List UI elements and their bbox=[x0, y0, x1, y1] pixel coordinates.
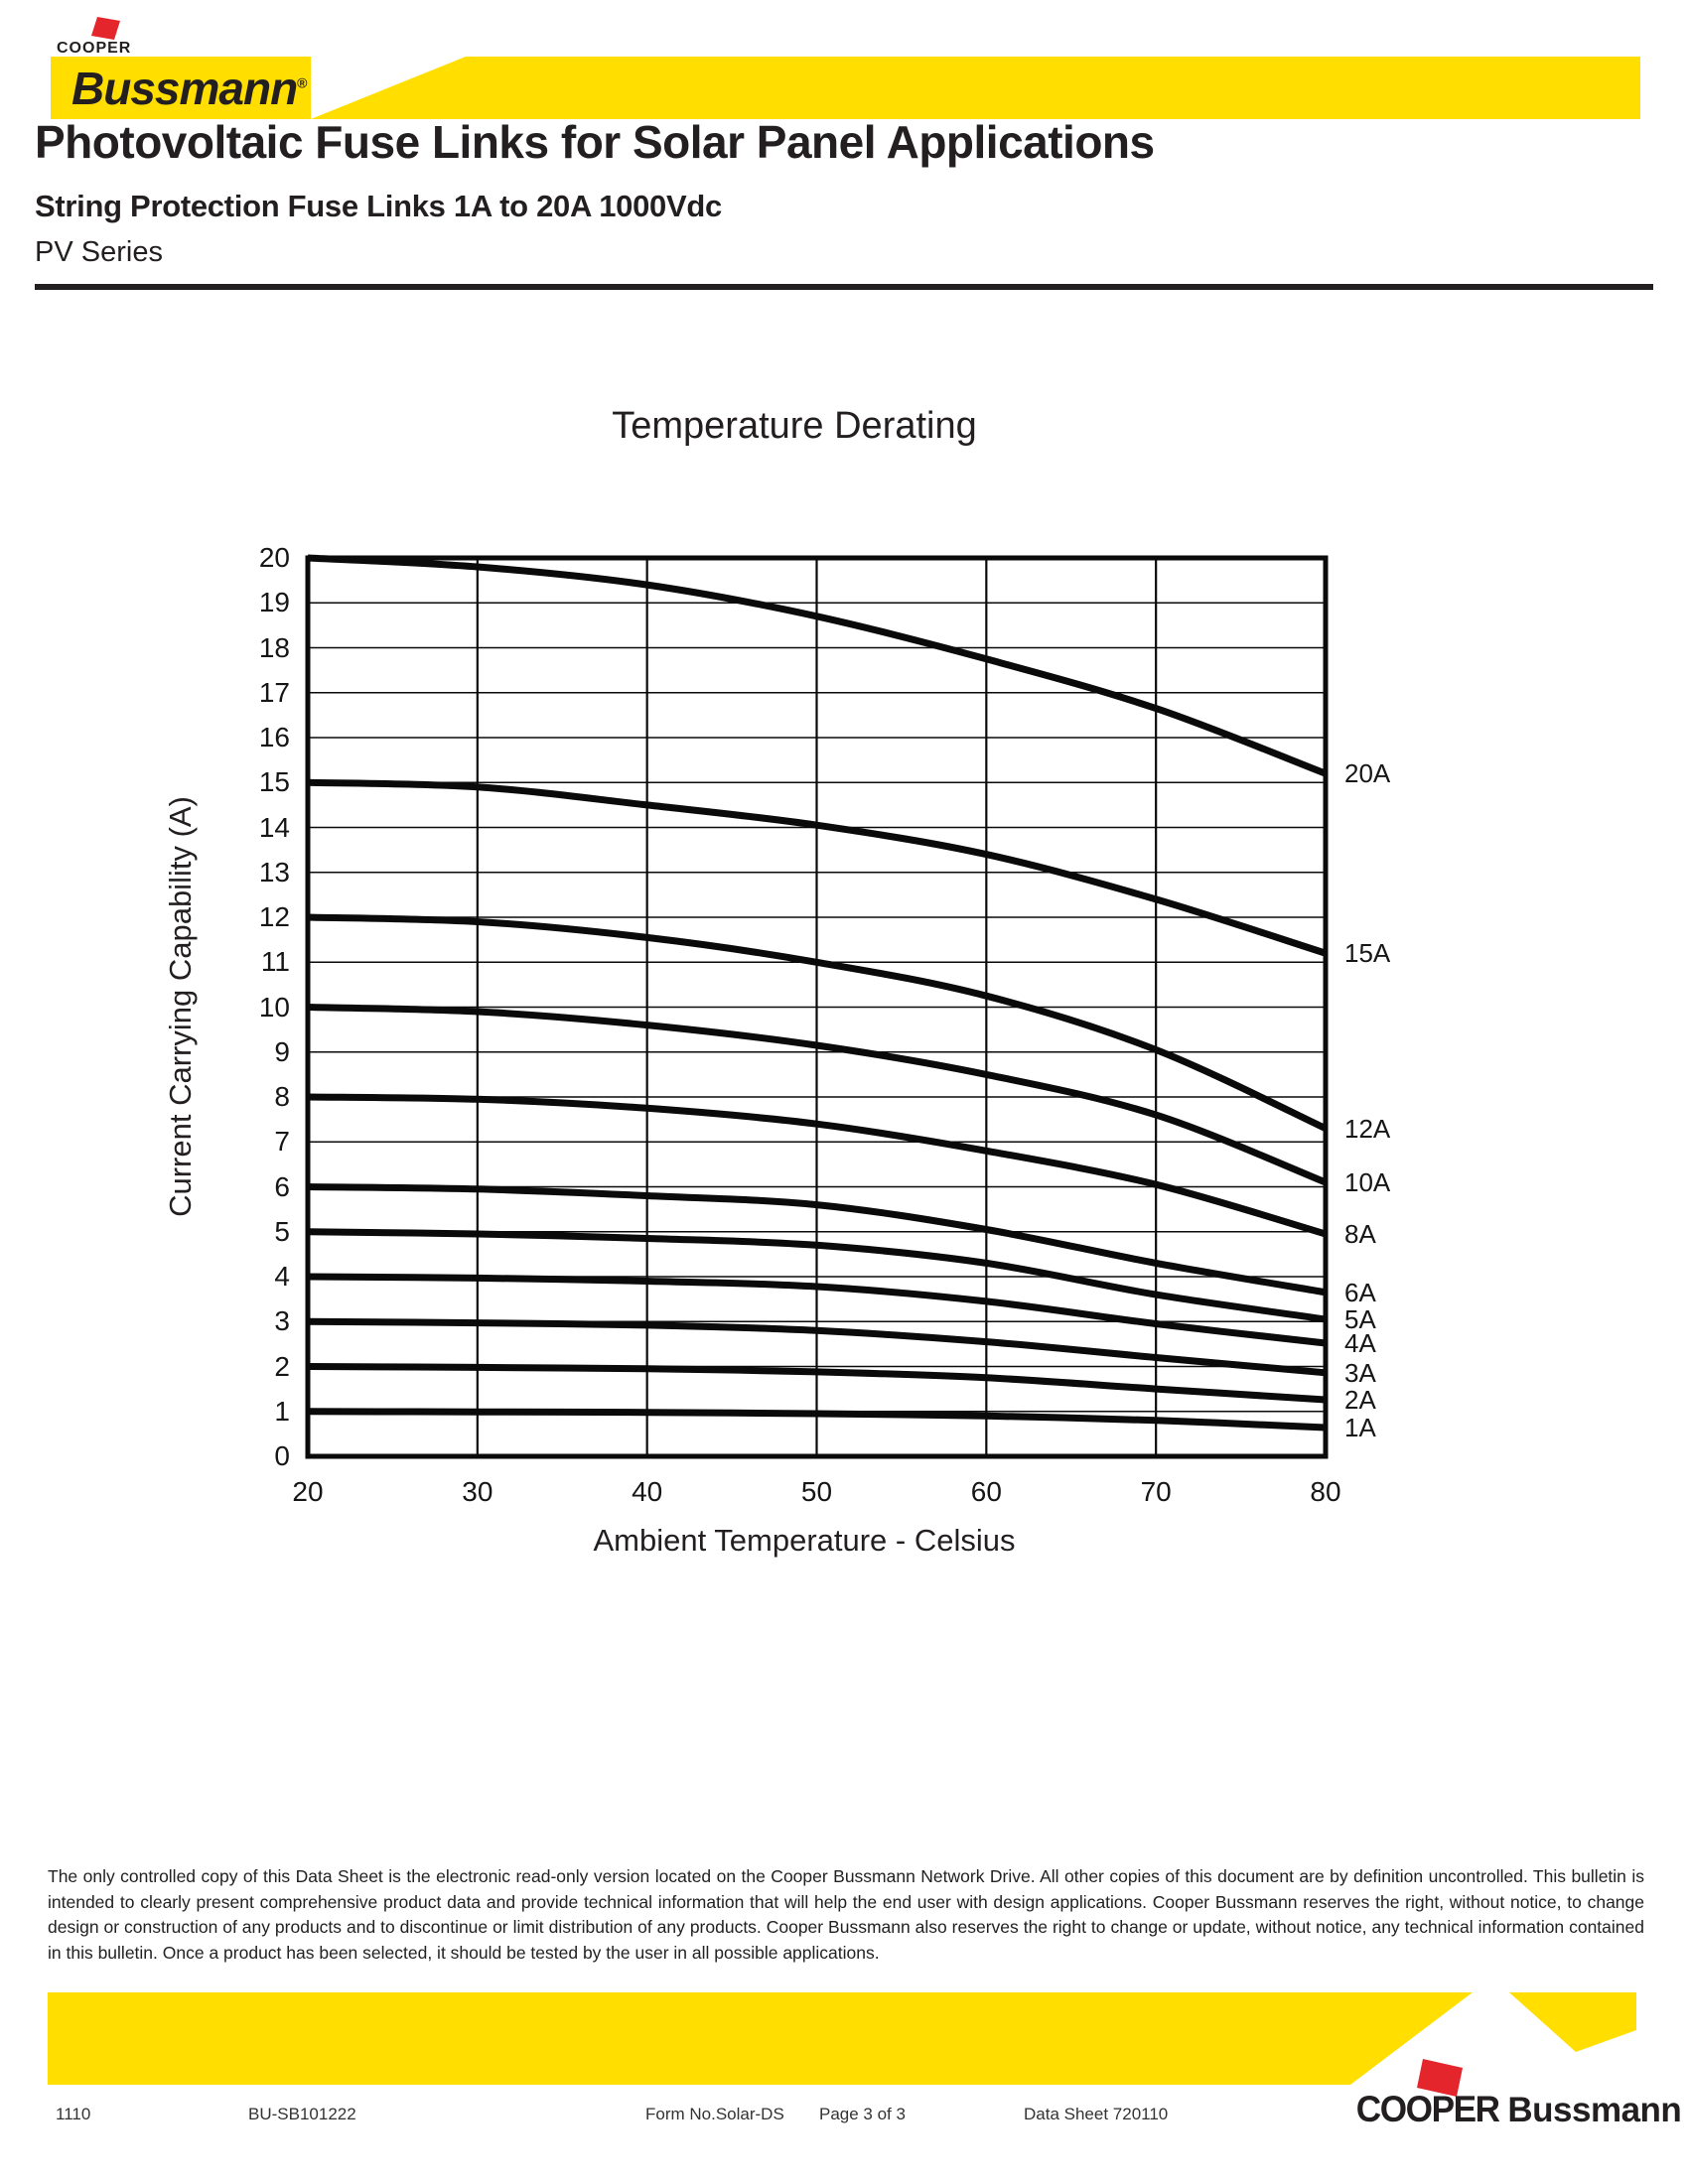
curve-label: 10A bbox=[1344, 1166, 1391, 1197]
footer-datasheet-number: Data Sheet 720110 bbox=[1024, 2105, 1169, 2123]
curve-label: 1A bbox=[1344, 1413, 1376, 1443]
derating-curve-4A bbox=[307, 1273, 1327, 1347]
derating-curve-2A bbox=[307, 1363, 1327, 1404]
y-tick-label: 16 bbox=[258, 722, 290, 752]
curve-label: 5A bbox=[1344, 1303, 1376, 1334]
x-tick-label: 40 bbox=[632, 1476, 663, 1507]
header-yellow-band bbox=[311, 57, 1640, 119]
legal-text: The only controlled copy of this Data Sh… bbox=[48, 1866, 1644, 1963]
y-tick-label: 6 bbox=[274, 1170, 290, 1202]
curve-label: 8A bbox=[1344, 1219, 1376, 1249]
x-tick-label: 50 bbox=[800, 1476, 833, 1507]
y-tick-label: 4 bbox=[274, 1261, 290, 1292]
y-tick-label: 8 bbox=[274, 1081, 290, 1112]
x-tick-label: 70 bbox=[1140, 1476, 1172, 1507]
y-tick-label: 12 bbox=[258, 901, 290, 932]
footer-logo: COOPER Bussmann bbox=[1352, 2089, 1682, 2130]
y-tick-label: 1 bbox=[274, 1395, 290, 1427]
y-tick-label: 10 bbox=[258, 991, 290, 1023]
cooper-red-slash-icon bbox=[91, 17, 120, 40]
y-tick-label: 0 bbox=[274, 1440, 290, 1471]
y-tick-label: 3 bbox=[274, 1305, 290, 1337]
footer-page-number: Page 3 of 3 bbox=[819, 2105, 906, 2123]
y-tick-label: 2 bbox=[274, 1350, 290, 1382]
y-tick-label: 15 bbox=[258, 766, 290, 798]
curve-label: 20A bbox=[1344, 758, 1391, 789]
bussmann-logo-box bbox=[51, 57, 311, 119]
cooper-wordmark: COOPER bbox=[57, 40, 132, 57]
x-tick-label: 20 bbox=[292, 1476, 324, 1507]
footer-bulletin-number: BU-SB101222 bbox=[248, 2105, 356, 2123]
registered-mark: ® bbox=[297, 74, 307, 91]
curve-label: 15A bbox=[1344, 938, 1391, 969]
y-tick-label: 5 bbox=[274, 1215, 290, 1247]
derating-curve-6A bbox=[307, 1183, 1327, 1297]
derating-curve-5A bbox=[307, 1228, 1327, 1323]
footer-cooper-red-slash-icon bbox=[1417, 2059, 1463, 2097]
derating-curve-12A bbox=[307, 913, 1328, 1132]
footer-logo-bussmann: Bussmann bbox=[1507, 2091, 1682, 2129]
x-axis-title: Ambient Temperature - Celsius bbox=[593, 1523, 1016, 1558]
derating-curve-20A bbox=[307, 554, 1328, 777]
x-tick-label: 30 bbox=[462, 1476, 493, 1507]
y-tick-label: 18 bbox=[258, 631, 290, 663]
footer-doc-code: 1110 bbox=[56, 2105, 91, 2123]
title-rule bbox=[35, 284, 1653, 290]
y-tick-label: 13 bbox=[258, 856, 290, 887]
footer-form-number: Form No.Solar-DS bbox=[645, 2105, 784, 2123]
y-tick-label: 14 bbox=[258, 811, 290, 843]
page-subtitle: String Protection Fuse Links 1A to 20A 1… bbox=[35, 189, 722, 223]
y-tick-label: 17 bbox=[258, 676, 290, 708]
y-tick-label: 9 bbox=[274, 1035, 290, 1067]
curve-label: 3A bbox=[1344, 1357, 1376, 1388]
footer-logo-cooper: COOPER bbox=[1355, 2089, 1500, 2129]
derating-curve-1A bbox=[307, 1408, 1327, 1432]
curve-label: 2A bbox=[1344, 1384, 1376, 1415]
curve-label: 6A bbox=[1344, 1277, 1376, 1307]
bussmann-wordmark-text: Bussmann bbox=[71, 63, 298, 114]
derating-curve-8A bbox=[307, 1093, 1327, 1238]
x-tick-label: 60 bbox=[970, 1476, 1002, 1507]
bussmann-wordmark: Bussmann® bbox=[71, 62, 308, 115]
y-tick-label: 20 bbox=[258, 542, 290, 573]
derating-curve-15A bbox=[307, 778, 1328, 957]
curve-label: 12A bbox=[1344, 1113, 1391, 1144]
derating-curve-10A bbox=[307, 1004, 1328, 1186]
page-title: Photovoltaic Fuse Links for Solar Panel … bbox=[35, 116, 1155, 168]
chart-title: Temperature Derating bbox=[612, 405, 977, 447]
y-tick-label: 7 bbox=[274, 1126, 290, 1158]
y-tick-label: 11 bbox=[260, 946, 290, 978]
series-name: PV Series bbox=[35, 236, 163, 268]
footer-yellow-band bbox=[48, 1992, 1473, 2085]
x-tick-label: 80 bbox=[1310, 1476, 1341, 1507]
y-tick-label: 19 bbox=[258, 587, 290, 618]
derating-curve-3A bbox=[307, 1317, 1327, 1377]
curve-label: 4A bbox=[1344, 1327, 1376, 1358]
